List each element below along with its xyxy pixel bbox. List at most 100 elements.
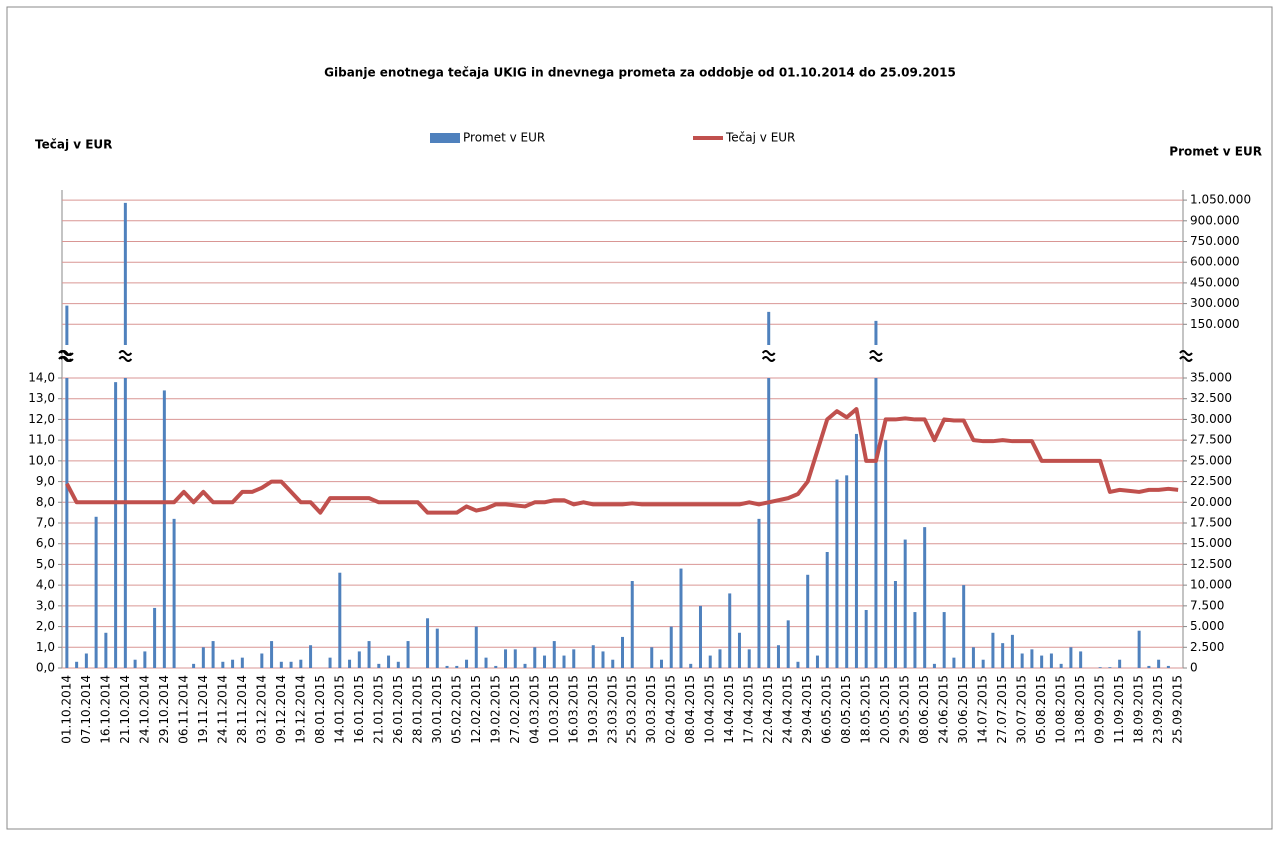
- x-tick-label: 25.09.2015: [1171, 675, 1185, 744]
- bar: [94, 516, 98, 668]
- bar: [523, 663, 527, 668]
- x-tick-label: 12.02.2015: [469, 675, 483, 744]
- x-tick-label: 17.04.2015: [742, 675, 756, 744]
- bar: [299, 659, 303, 668]
- bar: [679, 568, 683, 668]
- x-tick-label: 24.10.2014: [137, 675, 151, 744]
- bar: [728, 593, 732, 668]
- legend-swatch: [430, 133, 460, 143]
- bar: [718, 649, 722, 668]
- bar: [913, 612, 917, 668]
- axis-break: [118, 350, 133, 362]
- y-tick-label: 0,0: [36, 661, 55, 675]
- x-tick-label: 02.04.2015: [664, 675, 678, 744]
- x-tick-label: 09.09.2015: [1093, 675, 1107, 744]
- bar: [348, 659, 352, 668]
- x-tick-label: 14.01.2015: [332, 675, 346, 744]
- bar: [328, 657, 332, 668]
- axis-break: [1179, 350, 1193, 362]
- bar: [1020, 653, 1024, 668]
- bar: [1157, 659, 1161, 668]
- x-tick-label: 21.01.2015: [371, 675, 385, 744]
- bar: [962, 585, 966, 668]
- bar: [942, 612, 946, 668]
- x-tick-label: 05.02.2015: [449, 675, 463, 744]
- bar: [923, 527, 927, 668]
- axis-break-wave: [118, 350, 133, 356]
- bar: [240, 657, 244, 668]
- bar: [494, 665, 498, 668]
- x-tick-label: 21.10.2014: [118, 675, 132, 744]
- x-tick-label: 16.10.2014: [98, 675, 112, 744]
- axis-break-wave: [60, 356, 74, 362]
- bar: [104, 632, 108, 668]
- x-tick-label: 13.08.2015: [1073, 675, 1087, 744]
- y2-tick-label: 17.500: [1190, 516, 1232, 530]
- y-tick-label: 14,0: [28, 371, 55, 385]
- y2-tick-label: 15.000: [1190, 536, 1232, 550]
- y-tick-label: 8,0: [36, 495, 55, 509]
- x-tick-label: 30.01.2015: [430, 675, 444, 744]
- x-tick-label: 26.01.2015: [391, 675, 405, 744]
- y-tick-label: 1,0: [36, 640, 55, 654]
- bar: [864, 610, 868, 668]
- bar: [84, 653, 88, 668]
- bar: [854, 433, 858, 668]
- axis-break-wave: [60, 350, 74, 356]
- chart-border: [6, 6, 1273, 830]
- bar: [192, 663, 196, 668]
- x-tick-label: 14.07.2015: [976, 675, 990, 744]
- bar: [1166, 665, 1170, 668]
- y2-tick-label: 25.000: [1190, 453, 1232, 467]
- bar: [123, 202, 127, 669]
- bar: [172, 518, 176, 668]
- legend-label: Tečaj v EUR: [725, 131, 795, 145]
- x-tick-label: 05.08.2015: [1034, 675, 1048, 744]
- x-tick-label: 30.03.2015: [644, 675, 658, 744]
- bar: [981, 659, 985, 668]
- x-tick-label: 16.03.2015: [566, 675, 580, 744]
- y-tick-label: 4,0: [36, 578, 55, 592]
- y-tick-label: 13,0: [28, 391, 55, 405]
- x-tick-label: 01.10.2014: [59, 675, 73, 744]
- x-tick-label: 29.05.2015: [898, 675, 912, 744]
- bar: [621, 636, 624, 668]
- x-tick-label: 07.10.2014: [79, 675, 93, 744]
- x-tick-label: 06.05.2015: [820, 675, 834, 744]
- bar: [747, 649, 751, 668]
- axis-break: [60, 350, 74, 362]
- axis-break: [761, 350, 776, 362]
- bar: [952, 657, 956, 668]
- y-tick-label: 6,0: [36, 536, 55, 550]
- y2-tick-label: 750.000: [1190, 234, 1240, 248]
- x-tick-label: 16.01.2015: [352, 675, 366, 744]
- bar: [221, 661, 225, 668]
- bar: [991, 632, 995, 668]
- bar: [845, 475, 849, 668]
- x-tick-label: 10.04.2015: [703, 675, 717, 744]
- bar: [737, 632, 741, 668]
- bar: [231, 659, 235, 668]
- x-tick-label: 19.11.2014: [196, 675, 210, 744]
- y2-tick-label: 27.500: [1190, 433, 1232, 447]
- y2-tick-label: 2.500: [1190, 640, 1224, 654]
- x-tick-label: 20.05.2015: [878, 675, 892, 744]
- y-tick-label: 12,0: [28, 412, 55, 426]
- bar: [669, 626, 673, 668]
- axis-break-wave: [1179, 356, 1193, 362]
- x-tick-label: 04.03.2015: [527, 675, 541, 744]
- x-tick-label: 29.04.2015: [800, 675, 814, 744]
- bar: [474, 626, 478, 668]
- x-tick-label: 30.07.2015: [1015, 675, 1029, 744]
- x-tick-label: 19.12.2014: [293, 675, 307, 744]
- bar: [143, 651, 147, 668]
- bar: [377, 663, 381, 668]
- bar: [1079, 651, 1083, 668]
- bar: [367, 641, 371, 668]
- bar: [601, 651, 605, 668]
- bar: [776, 645, 780, 668]
- bar: [1010, 634, 1014, 668]
- x-tick-label: 08.04.2015: [683, 675, 697, 744]
- bar: [971, 647, 975, 668]
- x-tick-label: 23.03.2015: [605, 675, 619, 744]
